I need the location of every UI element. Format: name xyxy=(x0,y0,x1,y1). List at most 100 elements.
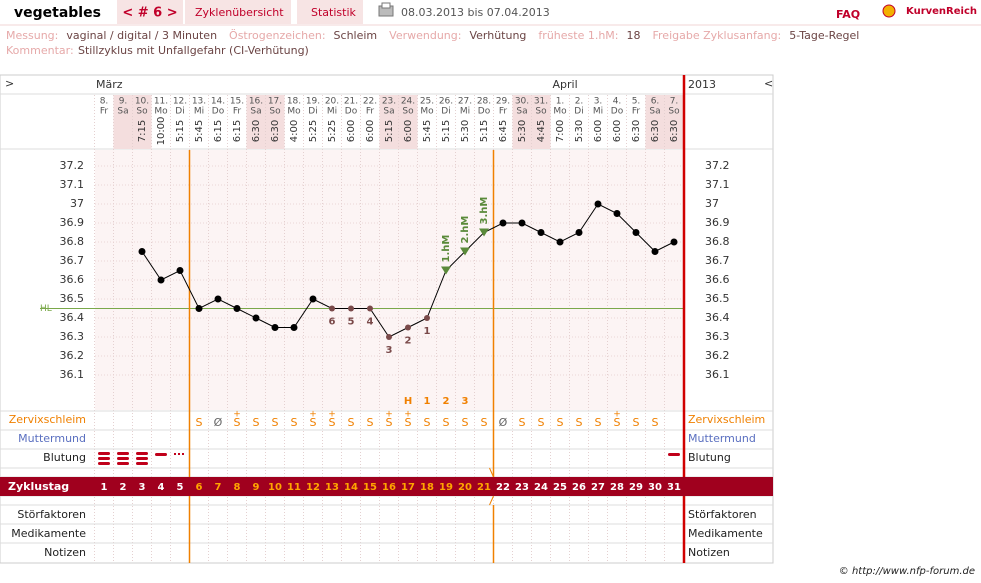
weekday-label: Mi xyxy=(327,107,337,117)
bleeding-icon xyxy=(117,452,129,455)
y-tick-label: 36.1 xyxy=(60,368,85,381)
cervix-symbol: S xyxy=(348,416,355,429)
info-label: Messung: xyxy=(6,29,58,42)
cervix-symbol: S xyxy=(557,416,564,429)
date-range: 08.03.2013 bis 07.04.2013 xyxy=(401,6,550,19)
info-value: vaginal / digital / 3 Minuten xyxy=(66,29,217,42)
nav: < xyxy=(764,77,773,90)
time-label: 5:15 xyxy=(479,120,490,142)
weekday-label: Di xyxy=(175,107,184,117)
time-label: 5:30 xyxy=(460,120,471,142)
temperature-point xyxy=(651,248,659,255)
tab[interactable] xyxy=(117,0,183,24)
temperature-point xyxy=(176,267,184,274)
count-label: 2 xyxy=(405,336,412,347)
faq-link[interactable]: FAQ xyxy=(836,8,860,21)
bleeding-icon xyxy=(117,457,129,460)
cervix-plus: + xyxy=(328,410,336,420)
day-label: 11. xyxy=(154,97,168,107)
cycle-day: 1 xyxy=(101,482,108,493)
weekday-label: Mi xyxy=(194,107,204,117)
row-label: Zervixschleim xyxy=(688,413,765,426)
day-label: 15. xyxy=(230,97,244,107)
info-label: Östrogenzeichen: xyxy=(229,29,326,42)
print-icon[interactable] xyxy=(381,2,391,9)
temperature-point xyxy=(348,305,354,312)
day-label: 24. xyxy=(401,97,415,107)
bleeding-icon xyxy=(155,453,167,456)
temperature-point xyxy=(195,305,203,312)
weekday-label: Fr xyxy=(632,107,641,117)
temperature-point xyxy=(518,219,526,227)
cycle-day: 10 xyxy=(268,482,282,493)
temperature-point xyxy=(424,315,430,321)
cycle-day: 15 xyxy=(363,482,377,493)
weekend-shade xyxy=(379,95,399,149)
y-tick-label: 36.8 xyxy=(705,235,730,248)
y-tick-label: 37 xyxy=(70,197,84,210)
info-label: früheste 1.hM: xyxy=(538,29,618,42)
y-tick-label: 36.8 xyxy=(60,235,85,248)
cycle-notch xyxy=(489,467,494,506)
cervix-plus: + xyxy=(385,410,393,420)
tab-label[interactable]: Zyklenübersicht xyxy=(195,6,284,19)
time-label: 5:25 xyxy=(327,120,338,142)
cervix-plus: + xyxy=(404,410,412,420)
temperature-point xyxy=(271,324,279,331)
time-label: 6:45 xyxy=(498,120,509,142)
coverline-label: HL xyxy=(40,304,52,314)
cycle-day: 4 xyxy=(158,482,165,493)
y-tick-label: 36.7 xyxy=(705,254,730,267)
time-label: 6:30 xyxy=(631,120,642,142)
day-label: 25. xyxy=(420,97,434,107)
cycle-day: 27 xyxy=(591,482,605,493)
time-label: 6:15 xyxy=(213,120,224,142)
peak-label: 2 xyxy=(443,396,450,407)
row-label: Notizen xyxy=(44,546,86,559)
cycle-day: 28 xyxy=(610,482,624,493)
tab[interactable] xyxy=(185,0,291,24)
cervix-symbol: S xyxy=(443,416,450,429)
tab[interactable] xyxy=(297,0,363,24)
hm-marker xyxy=(441,266,451,275)
cycle-nav[interactable]: < # 6 > xyxy=(122,6,177,21)
y-tick-label: 37.1 xyxy=(705,178,730,191)
weekday-label: Mo xyxy=(287,107,301,117)
cervix-symbol: Ø xyxy=(499,416,508,429)
footer: © http://www.nfp-forum.de xyxy=(839,566,975,577)
weekday-label: Fr xyxy=(233,107,242,117)
weekday-label: Mo xyxy=(154,107,168,117)
time-label: 4:00 xyxy=(289,120,300,142)
bleeding-icon xyxy=(98,457,110,460)
day-label: 2. xyxy=(575,97,584,107)
weekend-shade xyxy=(265,95,285,149)
cycle-day: 2 xyxy=(120,482,127,493)
temperature-point xyxy=(537,229,545,236)
cycle-day: 31 xyxy=(667,482,681,493)
cycle-day: 25 xyxy=(553,482,567,493)
tab-label[interactable]: Statistik xyxy=(311,6,357,19)
day-label: 21. xyxy=(344,97,358,107)
time-label: 4:45 xyxy=(536,120,547,142)
day-label: 28. xyxy=(477,97,491,107)
temperature-point xyxy=(157,276,165,284)
cervix-symbol: S xyxy=(405,416,412,429)
info-value: Schleim xyxy=(334,29,378,42)
time-label: 5:15 xyxy=(441,120,452,142)
hm-marker xyxy=(460,247,470,256)
cervix-symbol: S xyxy=(595,416,602,429)
row-label: Zyklustag xyxy=(8,480,69,493)
row-label: Notizen xyxy=(688,546,730,559)
cycle-day: 18 xyxy=(420,482,434,493)
count-label: 3 xyxy=(386,345,393,356)
temperature-point xyxy=(309,295,317,303)
time-label: 6:00 xyxy=(593,120,604,142)
row-label: Muttermund xyxy=(18,432,86,445)
day-label: 13. xyxy=(192,97,206,107)
brand: KurvenReich xyxy=(906,6,977,17)
weekday-label: Mi xyxy=(460,107,470,117)
cervix-symbol: S xyxy=(367,416,374,429)
cervix-symbol: S xyxy=(329,416,336,429)
weekday-label: Fr xyxy=(100,107,109,117)
